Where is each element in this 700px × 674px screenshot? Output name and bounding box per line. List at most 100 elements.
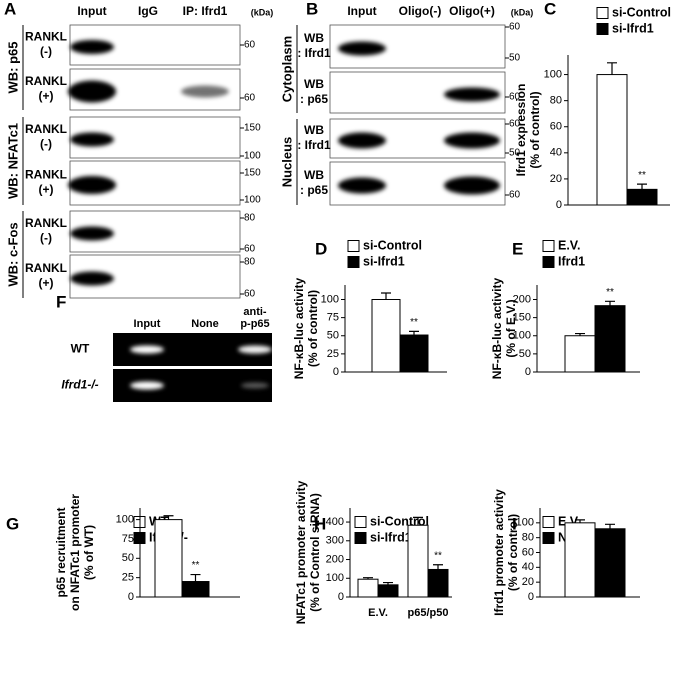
- legend-label: Ifrd1: [558, 254, 585, 268]
- marker-label: 60: [244, 289, 256, 300]
- y-axis-label: (% of control): [506, 514, 520, 591]
- error-bar: [363, 577, 373, 580]
- error-bar: [575, 332, 585, 336]
- error-bar: [413, 516, 423, 526]
- y-axis-label: (% of E.V.): [504, 299, 518, 357]
- bar: [377, 584, 399, 598]
- gel-band: [238, 345, 272, 354]
- y-tick-label: 0: [333, 366, 339, 378]
- bar: [399, 334, 429, 373]
- marker-label: 100: [244, 151, 261, 162]
- y-axis-label: NF-κB-luc activity: [490, 277, 504, 379]
- panel-label: F: [56, 292, 66, 311]
- panel-label: C: [544, 0, 556, 18]
- marker-label: 150: [244, 123, 261, 134]
- y-tick-label: 20: [550, 173, 562, 185]
- legend-swatch: [347, 240, 360, 252]
- error-bar: [383, 581, 393, 585]
- y-tick-label: 150: [513, 312, 531, 324]
- panel-label: D: [315, 239, 327, 258]
- legend-label: si-Ifrd1: [363, 254, 405, 268]
- group-label: Cytoplasm: [279, 36, 294, 102]
- blot-band: [444, 132, 500, 149]
- legend-swatch: [354, 516, 367, 528]
- unit-label: (kDa): [251, 7, 274, 17]
- panel-label: E: [512, 239, 523, 258]
- bar: [371, 299, 401, 373]
- panel-label: H: [314, 514, 326, 533]
- legend-swatch: [347, 256, 360, 268]
- significance-mark: **: [606, 287, 614, 298]
- group-label: WB: NFATc1: [5, 123, 20, 199]
- legend-swatch: [596, 23, 609, 35]
- marker-label: 150: [244, 168, 261, 179]
- marker-label: 60: [509, 22, 521, 33]
- y-tick-label: 40: [550, 147, 562, 159]
- marker-label: 60: [244, 93, 256, 104]
- row-label: : p65: [300, 183, 328, 197]
- row-label: Ifrd1-/-: [61, 378, 98, 392]
- panel-label: B: [306, 0, 318, 18]
- y-tick-label: 0: [528, 591, 534, 603]
- y-tick-label: 75: [327, 312, 339, 324]
- unit-label: (kDa): [511, 7, 534, 17]
- blot-band: [68, 80, 116, 103]
- y-tick-label: 100: [544, 68, 562, 80]
- y-axis-label: (% of control): [528, 91, 542, 168]
- row-label: (-): [40, 137, 52, 151]
- legend-swatch: [542, 532, 555, 544]
- blot-band: [444, 87, 500, 102]
- row-label: RANKL: [25, 30, 67, 44]
- marker-label: 100: [244, 195, 261, 206]
- y-axis-label: Ifrd1 promoter activity: [492, 489, 506, 616]
- legend-label: si-Control: [612, 5, 671, 19]
- legend-swatch: [596, 7, 609, 19]
- blot-band: [70, 226, 114, 241]
- column-header: Input: [77, 4, 106, 18]
- gel-band: [241, 382, 269, 389]
- bar: [564, 335, 596, 373]
- y-tick-label: 100: [513, 330, 531, 342]
- y-axis-label: Ifrd1 expression: [514, 84, 528, 177]
- bar: [154, 519, 183, 598]
- error-bar: [605, 300, 615, 306]
- y-tick-label: 0: [338, 591, 344, 603]
- marker-label: 50: [509, 53, 521, 64]
- significance-mark: **: [192, 560, 200, 571]
- marker-label: 50: [509, 148, 521, 159]
- y-tick-label: 50: [327, 330, 339, 342]
- legend-label: E.V.: [558, 238, 580, 252]
- row-label: : Ifrd1: [297, 46, 331, 60]
- row-label: (-): [40, 45, 52, 59]
- y-axis-label: NFATc1 promoter activity: [294, 480, 308, 624]
- column-header: Input: [134, 318, 161, 330]
- y-tick-label: 400: [326, 516, 344, 528]
- column-header: anti-: [243, 306, 267, 318]
- error-bar: [607, 62, 617, 75]
- row-label: WB: [304, 31, 324, 45]
- y-tick-label: 200: [513, 293, 531, 305]
- panel-label: G: [6, 514, 19, 533]
- row-label: WT: [71, 342, 90, 356]
- y-tick-label: 0: [128, 591, 134, 603]
- bar: [626, 188, 658, 206]
- row-label: : p65: [300, 92, 328, 106]
- error-bar: [190, 573, 201, 582]
- y-tick-label: 50: [122, 552, 134, 564]
- bar: [596, 74, 628, 206]
- group-label: WB: p65: [5, 42, 20, 94]
- y-tick-label: 100: [326, 572, 344, 584]
- row-label: WB: [304, 168, 324, 182]
- bar: [181, 581, 210, 598]
- y-axis-label: (% of Control siRNA): [308, 493, 322, 612]
- error-bar: [575, 519, 585, 523]
- column-header: IP: Ifrd1: [183, 4, 228, 18]
- x-tick-label: p65/p50: [408, 607, 449, 619]
- row-label: (+): [39, 183, 54, 197]
- blot-band: [70, 271, 114, 286]
- legend-label: si-Ifrd1: [370, 530, 412, 544]
- y-tick-label: 300: [326, 535, 344, 547]
- y-axis-label: p65 recruitment: [54, 507, 68, 597]
- significance-mark: **: [638, 170, 646, 181]
